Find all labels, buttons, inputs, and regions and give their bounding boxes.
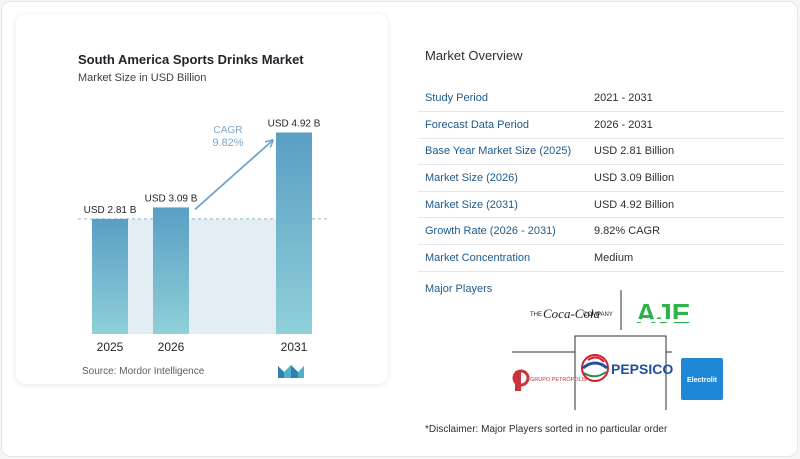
bar-value-label: USD 3.09 B	[145, 193, 198, 204]
source-text: Source: Mordor Intelligence	[82, 366, 205, 377]
overview-value: USD 3.09 Billion	[587, 164, 784, 192]
overview-row: Market Concentration Medium	[418, 244, 784, 272]
overview-table: Study Period 2021 - 2031 Forecast Data Per…	[418, 85, 784, 272]
chart-title: South America Sports Drinks Market	[78, 52, 304, 67]
overview-key: Market Size (2031)	[418, 191, 587, 219]
overview-key: Market Concentration	[418, 244, 587, 272]
mordor-intelligence-logo-icon	[278, 365, 304, 378]
cagr-arrow	[194, 141, 272, 211]
x-tick-label: 2025	[97, 340, 124, 354]
overview-value: Medium	[587, 244, 784, 272]
overview-value: USD 4.92 Billion	[587, 191, 784, 219]
chart-subtitle: Market Size in USD Billion	[78, 72, 207, 84]
overview-key: Base Year Market Size (2025)	[418, 138, 587, 166]
major-players-title: Major Players	[425, 283, 493, 295]
overview-value: 2026 - 2031	[587, 111, 784, 139]
x-tick-label: 2026	[158, 340, 185, 354]
overview-row: Study Period 2021 - 2031	[418, 85, 784, 113]
cagr-value: 9.82%	[212, 137, 243, 149]
overview-value: 2021 - 2031	[587, 85, 784, 113]
cagr-label: CAGR	[214, 125, 243, 136]
bar-2025	[92, 218, 128, 334]
bar-chart: USD 2.81 B 2025 USD 3.09 B 2026 USD 4.92 B 20…	[78, 118, 330, 354]
x-tick-label: 2031	[281, 340, 308, 354]
overview-key: Growth Rate (2026 - 2031)	[418, 217, 587, 246]
bar-2026	[153, 207, 189, 334]
overview-row: Market Size (2031) USD 4.92 Billion	[418, 191, 784, 219]
overview-row: Growth Rate (2026 - 2031) 9.82% CAGR	[418, 217, 784, 246]
overview-row: Forecast Data Period 2026 - 2031	[418, 111, 784, 139]
overview-value: USD 2.81 Billion	[587, 138, 784, 166]
overview-row: Base Year Market Size (2025) USD 2.81 Bil…	[418, 138, 784, 166]
bar-value-label: USD 4.92 B	[268, 118, 321, 129]
overview-key: Market Size (2026)	[418, 164, 587, 192]
bar-value-label: USD 2.81 B	[84, 205, 137, 216]
overview-value: 9.82% CAGR	[587, 217, 784, 246]
bar-2031	[276, 132, 312, 334]
overview-row: Market Size (2026) USD 3.09 Billion	[418, 164, 784, 192]
overview-key: Forecast Data Period	[418, 111, 587, 139]
overview-key: Study Period	[418, 85, 587, 113]
overview-title: Market Overview	[425, 48, 523, 63]
disclaimer-text: *Disclaimer: Major Players sorted in no …	[425, 424, 668, 435]
